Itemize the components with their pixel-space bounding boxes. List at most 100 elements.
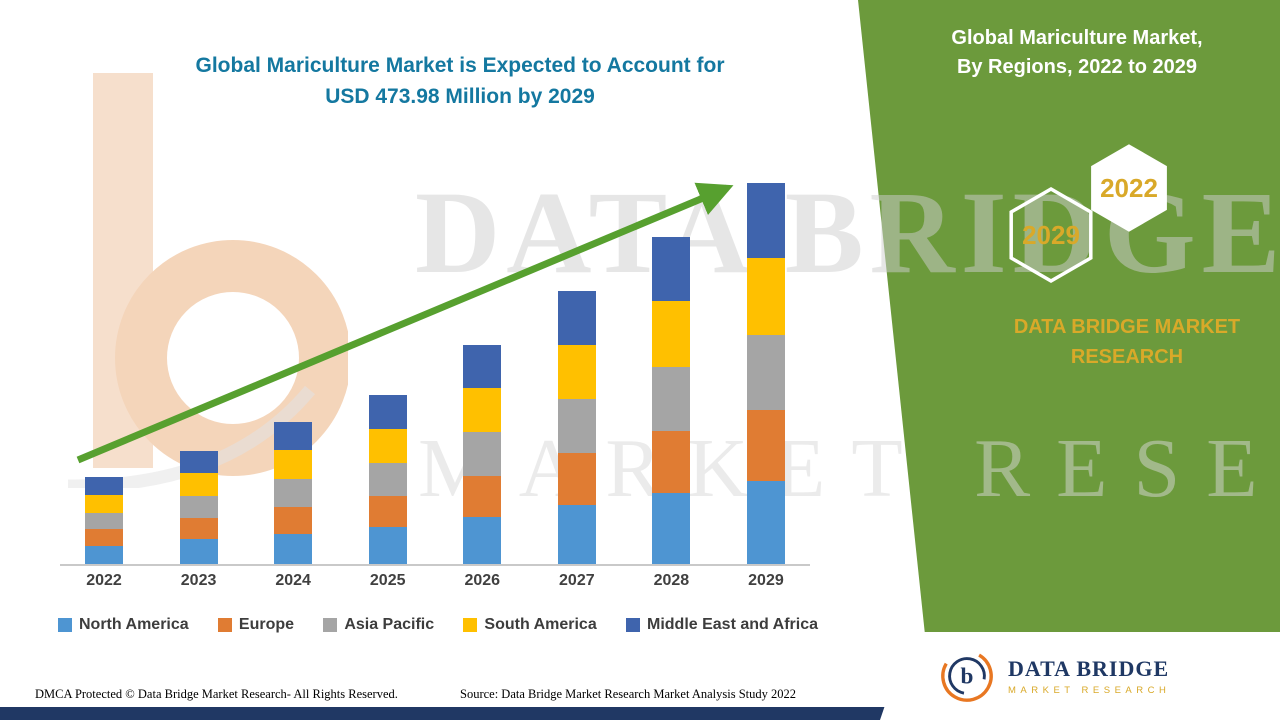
side-panel-brand-line2: RESEARCH bbox=[1070, 346, 1184, 368]
bar-group-2025 bbox=[358, 395, 418, 564]
bar-segment-south-america bbox=[368, 428, 407, 463]
bar-segment-north-america bbox=[179, 539, 218, 564]
x-axis-labels: 2022 2023 2024 2025 2026 2027 2028 2029 bbox=[60, 572, 810, 590]
stacked-bar-2022 bbox=[85, 477, 123, 564]
logo-text: DATA BRIDGE MARKET RESEARCH bbox=[1008, 656, 1170, 696]
bar-segment-south-america bbox=[652, 301, 691, 368]
bar-segment-asia-pacific bbox=[463, 432, 502, 476]
stacked-bar-2023 bbox=[179, 450, 218, 564]
bar-segment-south-america bbox=[85, 494, 123, 513]
x-tick-label-2026: 2026 bbox=[464, 572, 501, 589]
bar-segment-europe bbox=[368, 495, 407, 527]
bar-segment-north-america bbox=[557, 504, 596, 564]
hexagon-2022-icon bbox=[1091, 144, 1167, 232]
bar-segment-europe bbox=[85, 529, 123, 546]
bar-segment-asia-pacific bbox=[746, 334, 785, 410]
stacked-bar-2029 bbox=[746, 182, 785, 564]
dmca-notice: DMCA Protected © Data Bridge Market Rese… bbox=[35, 687, 398, 701]
bar-segment-middle-east-and-africa bbox=[463, 344, 502, 389]
legend-label-middle-east-and-africa: Middle East and Africa bbox=[647, 616, 818, 633]
x-tick-label-2023: 2023 bbox=[180, 572, 217, 589]
chart-legend: North America Europe Asia Pacific South Ame… bbox=[58, 616, 818, 634]
logo-tagline: MARKET RESEARCH bbox=[1008, 685, 1171, 696]
year-hexagons: 2029 2022 bbox=[1009, 144, 1167, 284]
bar-segment-europe bbox=[557, 453, 596, 505]
bar-segment-europe bbox=[746, 409, 785, 482]
logo-monogram: b bbox=[961, 664, 974, 690]
bar-segment-north-america bbox=[368, 527, 407, 564]
bar-group-2029 bbox=[736, 182, 796, 564]
bar-segment-middle-east-and-africa bbox=[557, 290, 596, 345]
x-tick-label-2024: 2024 bbox=[275, 572, 311, 589]
bar-segment-south-america bbox=[746, 257, 785, 335]
hexagon-2029-label: 2029 bbox=[1022, 220, 1080, 250]
bar-segment-middle-east-and-africa bbox=[85, 477, 123, 495]
bar-segment-asia-pacific bbox=[274, 478, 313, 507]
legend-label-asia-pacific: Asia Pacific bbox=[344, 616, 435, 633]
bar-segment-asia-pacific bbox=[652, 367, 691, 432]
stacked-bar-2027 bbox=[557, 290, 596, 564]
bar-segment-south-america bbox=[557, 344, 596, 400]
bar-group-2022 bbox=[74, 477, 134, 564]
side-panel-title: Global Mariculture Market, By Regions, 2… bbox=[912, 24, 1242, 82]
x-tick-label-2022: 2022 bbox=[86, 572, 122, 589]
bar-segment-europe bbox=[274, 507, 313, 534]
bar-segment-south-america bbox=[179, 473, 218, 496]
hexagon-2022-label: 2022 bbox=[1100, 173, 1158, 203]
bar-segment-europe bbox=[179, 518, 218, 540]
legend-label-north-america: North America bbox=[79, 616, 189, 633]
bar-segment-europe bbox=[463, 475, 502, 517]
stacked-bar-plot bbox=[60, 182, 810, 566]
bar-segment-north-america bbox=[274, 533, 313, 564]
logo-panel: b DATA BRIDGE MARKET RESEARCH bbox=[880, 632, 1280, 720]
x-tick-label-2025: 2025 bbox=[369, 572, 406, 589]
stacked-bar-2025 bbox=[368, 395, 407, 564]
logo-name: DATA BRIDGE bbox=[1008, 656, 1170, 681]
bar-segment-middle-east-and-africa bbox=[274, 421, 313, 451]
legend-item-asia-pacific: Asia Pacific bbox=[323, 616, 434, 634]
side-panel-brand: DATA BRIDGE MARKET RESEARCH bbox=[1002, 312, 1252, 372]
stacked-bar-2028 bbox=[652, 236, 691, 564]
legend-swatch-middle-east-and-africa bbox=[626, 618, 640, 632]
bar-segment-north-america bbox=[463, 516, 502, 564]
legend-item-europe: Europe bbox=[217, 616, 295, 634]
bar-segment-middle-east-and-africa bbox=[746, 182, 785, 258]
bar-segment-north-america bbox=[652, 493, 691, 564]
side-panel-title-line1: Global Mariculture Market, bbox=[951, 27, 1203, 49]
x-tick-label-2028: 2028 bbox=[653, 572, 690, 589]
data-bridge-logo-icon: b bbox=[941, 650, 993, 702]
bar-segment-south-america bbox=[274, 450, 313, 479]
bar-group-2027 bbox=[547, 290, 607, 564]
legend-swatch-europe bbox=[217, 618, 232, 632]
x-tick-label-2027: 2027 bbox=[559, 572, 595, 589]
stacked-bar-2026 bbox=[463, 344, 502, 564]
bar-segment-asia-pacific bbox=[179, 495, 218, 519]
legend-label-south-america: South America bbox=[484, 616, 597, 633]
bar-group-2024 bbox=[263, 421, 323, 564]
side-panel-brand-line1: DATA BRIDGE MARKET bbox=[1013, 316, 1241, 338]
bar-segment-asia-pacific bbox=[368, 462, 407, 496]
stacked-bar-2024 bbox=[274, 421, 313, 564]
legend-item-north-america: North America bbox=[58, 616, 189, 634]
bar-segment-asia-pacific bbox=[557, 399, 596, 454]
legend-item-middle-east-and-africa: Middle East and Africa bbox=[626, 616, 818, 634]
hexagon-2029-icon bbox=[1009, 186, 1093, 284]
bar-group-2028 bbox=[641, 236, 701, 564]
legend-item-south-america: South America bbox=[463, 616, 597, 634]
chart-title: Global Mariculture Market is Expected to… bbox=[120, 50, 800, 112]
bar-group-2026 bbox=[452, 344, 512, 564]
bar-segment-south-america bbox=[463, 388, 502, 433]
bar-segment-middle-east-and-africa bbox=[368, 395, 407, 429]
source-note: Source: Data Bridge Market Research Mark… bbox=[460, 687, 797, 701]
x-tick-label-2029: 2029 bbox=[748, 572, 784, 589]
chart-title-line1: Global Mariculture Market is Expected to… bbox=[195, 54, 725, 77]
bar-segment-north-america bbox=[85, 545, 123, 564]
legend-swatch-asia-pacific bbox=[323, 618, 338, 632]
bar-segment-north-america bbox=[746, 481, 785, 564]
legend-label-europe: Europe bbox=[238, 616, 295, 633]
side-panel-title-line2: By Regions, 2022 to 2029 bbox=[956, 56, 1198, 78]
bar-segment-middle-east-and-africa bbox=[179, 450, 218, 474]
bar-segment-europe bbox=[652, 431, 691, 494]
